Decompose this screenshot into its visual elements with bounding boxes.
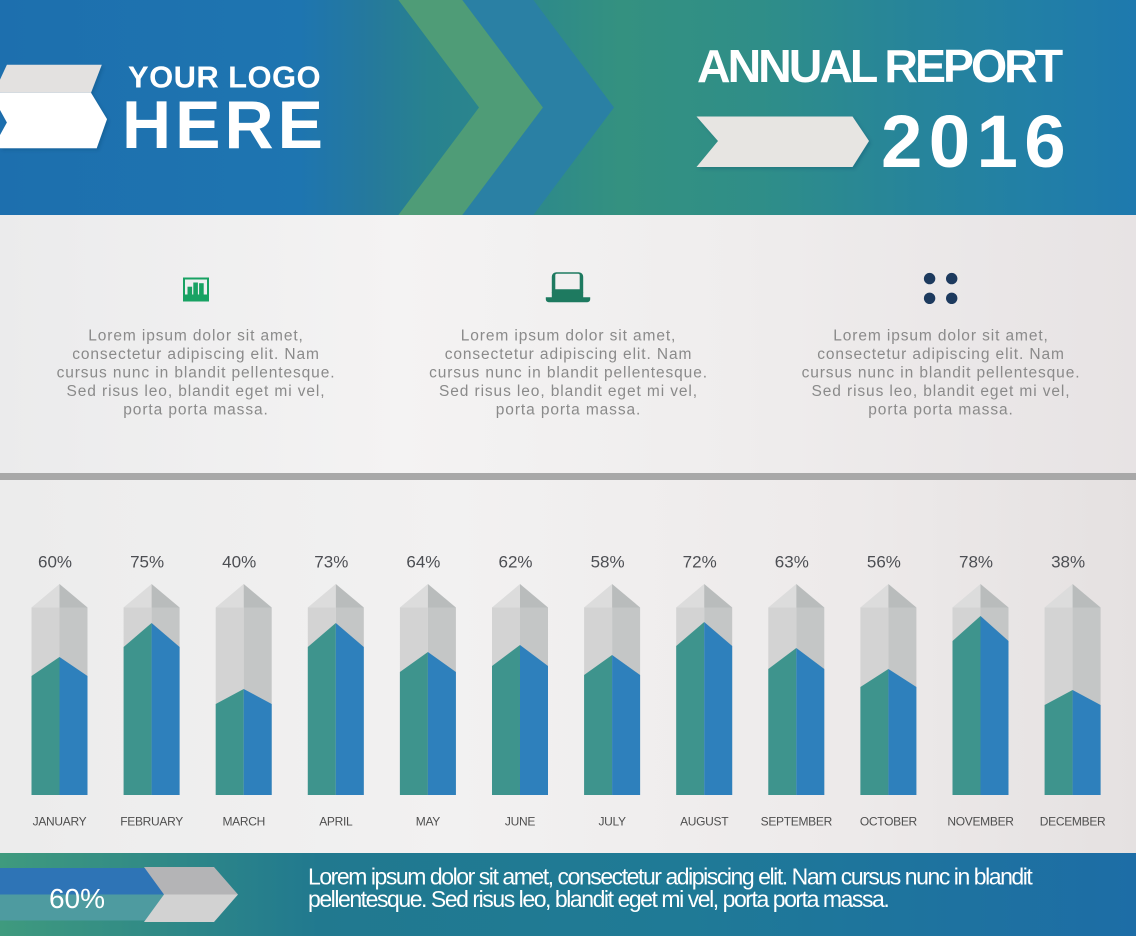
svg-text:Lorem ipsum dolor sit amet,: Lorem ipsum dolor sit amet, xyxy=(833,328,1049,345)
svg-text:2016: 2016 xyxy=(881,100,1072,183)
svg-text:63%: 63% xyxy=(775,553,809,572)
svg-text:NOVEMBER: NOVEMBER xyxy=(947,815,1014,829)
svg-text:78%: 78% xyxy=(959,553,993,572)
svg-text:pellentesque. Sed risus leo, b: pellentesque. Sed risus leo, blandit ege… xyxy=(308,886,888,912)
svg-text:HERE: HERE xyxy=(122,87,327,163)
svg-text:consectetur adipiscing elit. N: consectetur adipiscing elit. Nam xyxy=(445,346,693,363)
svg-text:SEPTEMBER: SEPTEMBER xyxy=(761,815,833,829)
svg-text:cursus nunc in blandit pellent: cursus nunc in blandit pellentesque. xyxy=(429,365,708,382)
svg-text:FEBRUARY: FEBRUARY xyxy=(120,815,183,829)
svg-text:Lorem ipsum dolor sit amet,: Lorem ipsum dolor sit amet, xyxy=(88,328,304,345)
svg-text:75%: 75% xyxy=(130,553,164,572)
svg-text:Lorem ipsum dolor sit amet,: Lorem ipsum dolor sit amet, xyxy=(461,328,677,345)
svg-text:64%: 64% xyxy=(406,553,440,572)
svg-text:cursus nunc in blandit pellent: cursus nunc in blandit pellentesque. xyxy=(802,365,1081,382)
svg-text:JANUARY: JANUARY xyxy=(33,815,87,829)
svg-text:consectetur adipiscing elit. N: consectetur adipiscing elit. Nam xyxy=(72,346,320,363)
svg-text:JUNE: JUNE xyxy=(505,815,535,829)
svg-text:porta porta massa.: porta porta massa. xyxy=(496,402,641,419)
svg-text:38%: 38% xyxy=(1051,553,1085,572)
svg-text:Lorem ipsum dolor sit amet, co: Lorem ipsum dolor sit amet, consectetur … xyxy=(308,864,1033,890)
svg-text:ANNUAL REPORT: ANNUAL REPORT xyxy=(697,40,1063,92)
svg-text:62%: 62% xyxy=(498,553,532,572)
svg-text:APRIL: APRIL xyxy=(319,815,353,829)
svg-text:Sed risus leo, blandit eget mi: Sed risus leo, blandit eget mi vel, xyxy=(812,383,1071,400)
svg-text:MARCH: MARCH xyxy=(222,815,265,829)
svg-text:Sed risus leo, blandit eget mi: Sed risus leo, blandit eget mi vel, xyxy=(439,383,698,400)
svg-text:cursus nunc in blandit pellent: cursus nunc in blandit pellentesque. xyxy=(57,365,336,382)
svg-text:60%: 60% xyxy=(38,553,72,572)
svg-text:porta porta massa.: porta porta massa. xyxy=(123,402,268,419)
svg-text:72%: 72% xyxy=(683,553,717,572)
svg-text:MAY: MAY xyxy=(416,815,441,829)
svg-text:AUGUST: AUGUST xyxy=(680,815,729,829)
svg-text:DECEMBER: DECEMBER xyxy=(1040,815,1106,829)
svg-text:OCTOBER: OCTOBER xyxy=(860,815,918,829)
svg-text:consectetur adipiscing elit. N: consectetur adipiscing elit. Nam xyxy=(817,346,1065,363)
svg-text:40%: 40% xyxy=(222,553,256,572)
svg-text:Sed risus leo, blandit eget mi: Sed risus leo, blandit eget mi vel, xyxy=(67,383,326,400)
svg-text:JULY: JULY xyxy=(598,815,626,829)
svg-text:porta porta massa.: porta porta massa. xyxy=(868,402,1013,419)
svg-text:58%: 58% xyxy=(591,553,625,572)
svg-text:60%: 60% xyxy=(49,883,105,914)
svg-text:56%: 56% xyxy=(867,553,901,572)
svg-text:73%: 73% xyxy=(314,553,348,572)
svg-text:YOUR LOGO: YOUR LOGO xyxy=(128,60,321,95)
